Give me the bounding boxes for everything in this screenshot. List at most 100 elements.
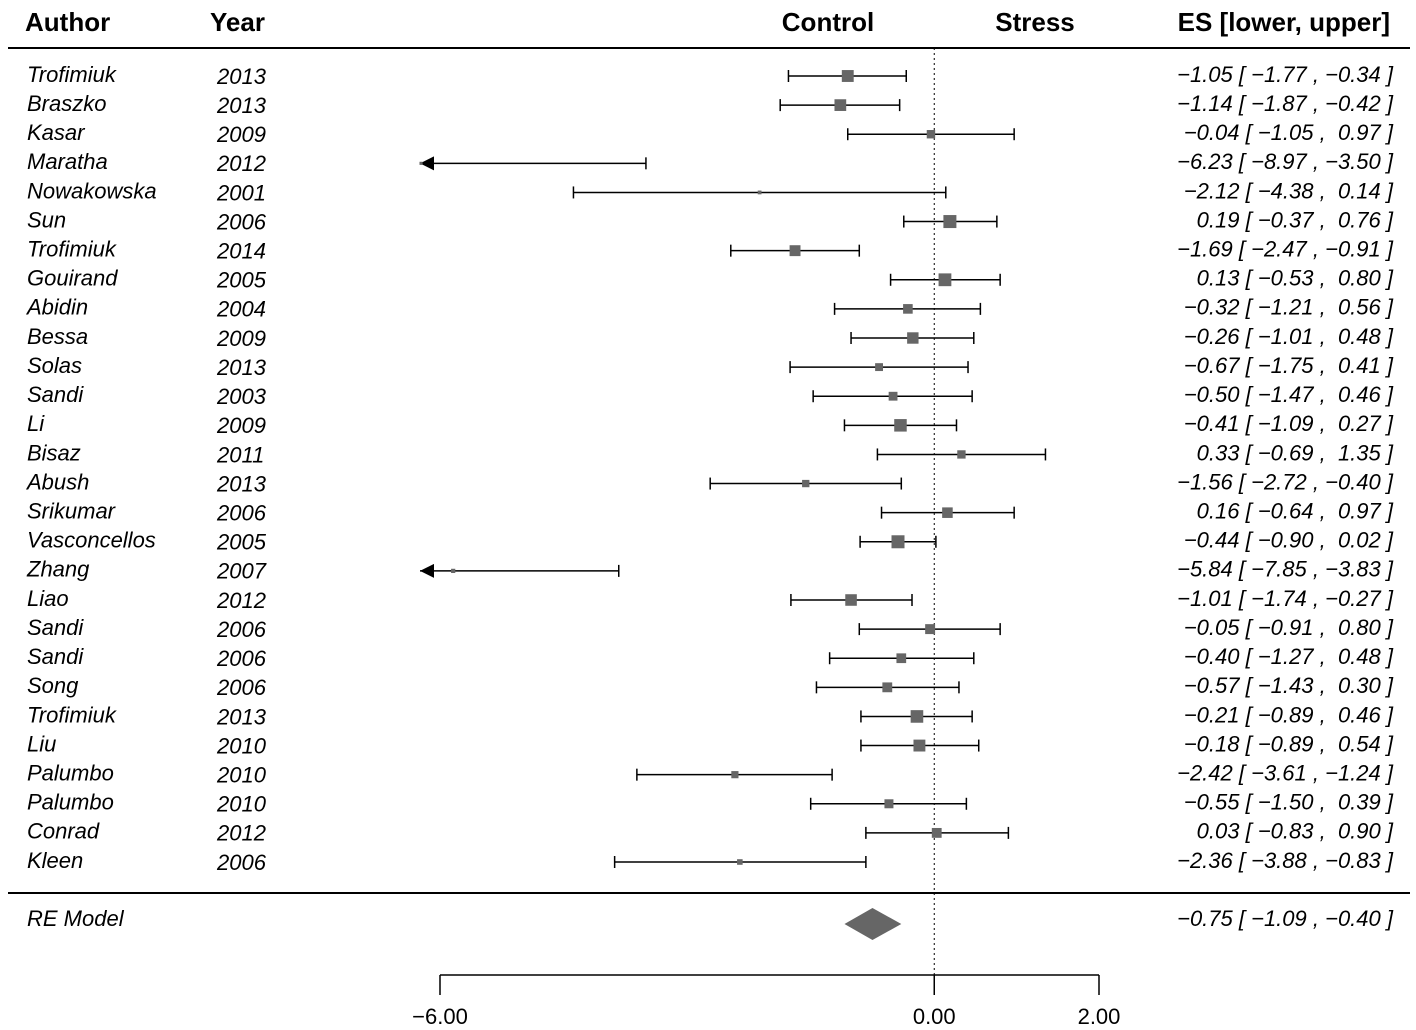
point-estimate (845, 594, 857, 606)
point-estimate (419, 161, 423, 165)
es-label: 0.16 [ −0.64 , 0.97 ] (1197, 498, 1394, 523)
author: Kasar (27, 120, 86, 145)
es-label: −1.56 [ −2.72 , −0.40 ] (1177, 469, 1394, 494)
year: 2013 (216, 471, 267, 496)
es-label: −1.69 [ −2.47 , −0.91 ] (1177, 236, 1394, 261)
year: 2007 (216, 559, 267, 584)
point-estimate (910, 710, 924, 723)
point-estimate (841, 70, 854, 82)
point-estimate (834, 99, 847, 111)
es-label: −0.41 [ −1.09 , 0.27 ] (1184, 411, 1394, 436)
es-label: −1.05 [ −1.77 , −0.34 ] (1177, 62, 1394, 87)
point-estimate (882, 682, 893, 693)
es-label: −0.21 [ −0.89 , 0.46 ] (1184, 702, 1394, 727)
author: Sandi (27, 644, 84, 669)
author: Song (27, 673, 79, 698)
year: 2006 (216, 646, 267, 671)
point-estimate (943, 215, 957, 229)
year: 2010 (216, 762, 267, 787)
year: 2013 (216, 704, 267, 729)
point-estimate (789, 245, 801, 257)
author: Nowakowska (27, 178, 157, 203)
point-estimate (942, 507, 953, 518)
author: Liao (27, 586, 69, 611)
es-label: −6.23 [ −8.97 , −3.50 ] (1177, 149, 1394, 174)
author: Zhang (26, 557, 90, 582)
point-estimate (757, 190, 762, 195)
year: 2006 (216, 850, 267, 875)
author: Bessa (27, 324, 88, 349)
year: 2006 (216, 617, 267, 642)
es-label: −0.67 [ −1.75 , 0.41 ] (1184, 353, 1394, 378)
header-year: Year (210, 7, 265, 37)
author: Li (27, 411, 45, 436)
author: Braszko (27, 91, 106, 116)
year: 2009 (216, 326, 266, 351)
point-estimate (451, 568, 456, 574)
header-stress: Stress (995, 7, 1075, 37)
es-label: −2.42 [ −3.61 , −1.24 ] (1177, 760, 1394, 785)
header-es: ES [lower, upper] (1178, 7, 1390, 37)
year: 2014 (216, 238, 266, 263)
year: 2001 (216, 180, 266, 205)
author: Gouirand (27, 266, 118, 291)
author: Srikumar (27, 498, 117, 523)
author: Conrad (27, 819, 100, 844)
year: 2006 (216, 500, 267, 525)
author: Bisaz (27, 440, 81, 465)
x-tick-label: −6.00 (412, 1004, 468, 1029)
year: 2012 (216, 821, 266, 846)
point-estimate (926, 130, 936, 139)
es-label: −2.36 [ −3.88 , −0.83 ] (1177, 848, 1394, 873)
year: 2013 (216, 93, 267, 118)
point-estimate (957, 450, 966, 459)
point-estimate (931, 827, 942, 838)
es-label: −0.57 [ −1.43 , 0.30 ] (1184, 673, 1394, 698)
year: 2009 (216, 413, 266, 438)
point-estimate (925, 624, 936, 635)
es-label: −0.40 [ −1.27 , 0.48 ] (1184, 644, 1394, 669)
author: Maratha (27, 149, 108, 174)
es-label: −2.12 [ −4.38 , 0.14 ] (1184, 178, 1394, 203)
point-estimate (875, 363, 883, 372)
es-label: −0.05 [ −0.91 , 0.80 ] (1184, 615, 1394, 640)
es-label: −0.55 [ −1.50 , 0.39 ] (1184, 790, 1394, 815)
author: Trofimiuk (27, 236, 117, 261)
point-estimate (888, 391, 898, 401)
es-label: −1.14 [ −1.87 , −0.42 ] (1177, 91, 1394, 116)
point-estimate (913, 739, 926, 752)
point-estimate (884, 799, 894, 809)
year: 2013 (216, 64, 267, 89)
header-author: Author (25, 7, 110, 37)
header-control: Control (782, 7, 874, 37)
es-label: 0.03 [ −0.83 , 0.90 ] (1197, 819, 1394, 844)
es-label: −5.84 [ −7.85 , −3.83 ] (1177, 557, 1394, 582)
summary-diamond (844, 908, 902, 940)
x-tick-label: 0.00 (913, 1004, 956, 1029)
es-label: 0.13 [ −0.53 , 0.80 ] (1197, 266, 1394, 291)
point-estimate (891, 535, 905, 549)
author: Trofimiuk (27, 62, 117, 87)
point-estimate (938, 273, 952, 287)
author: Abush (25, 469, 89, 494)
author: Trofimiuk (27, 702, 117, 727)
summary-label: −0.75 [ −1.09 , −0.40 ] (1177, 906, 1394, 931)
year: 2006 (216, 675, 267, 700)
author: Palumbo (27, 790, 114, 815)
year: 2004 (216, 297, 266, 322)
es-label: −0.32 [ −1.21 , 0.56 ] (1184, 295, 1394, 320)
year: 2013 (216, 355, 267, 380)
point-estimate (907, 332, 919, 344)
point-estimate (802, 479, 810, 488)
author: Vasconcellos (27, 528, 156, 553)
year: 2009 (216, 122, 266, 147)
point-estimate (894, 419, 907, 432)
author: Sun (27, 207, 66, 232)
point-estimate (903, 304, 913, 314)
es-label: −0.50 [ −1.47 , 0.46 ] (1184, 382, 1394, 407)
author: Solas (27, 353, 82, 378)
es-label: −1.01 [ −1.74 , −0.27 ] (1177, 586, 1394, 611)
author: Sandi (27, 382, 84, 407)
es-label: 0.19 [ −0.37 , 0.76 ] (1197, 207, 1394, 232)
